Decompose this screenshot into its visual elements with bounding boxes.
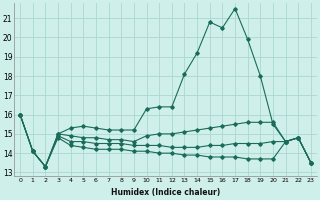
X-axis label: Humidex (Indice chaleur): Humidex (Indice chaleur) <box>111 188 220 197</box>
